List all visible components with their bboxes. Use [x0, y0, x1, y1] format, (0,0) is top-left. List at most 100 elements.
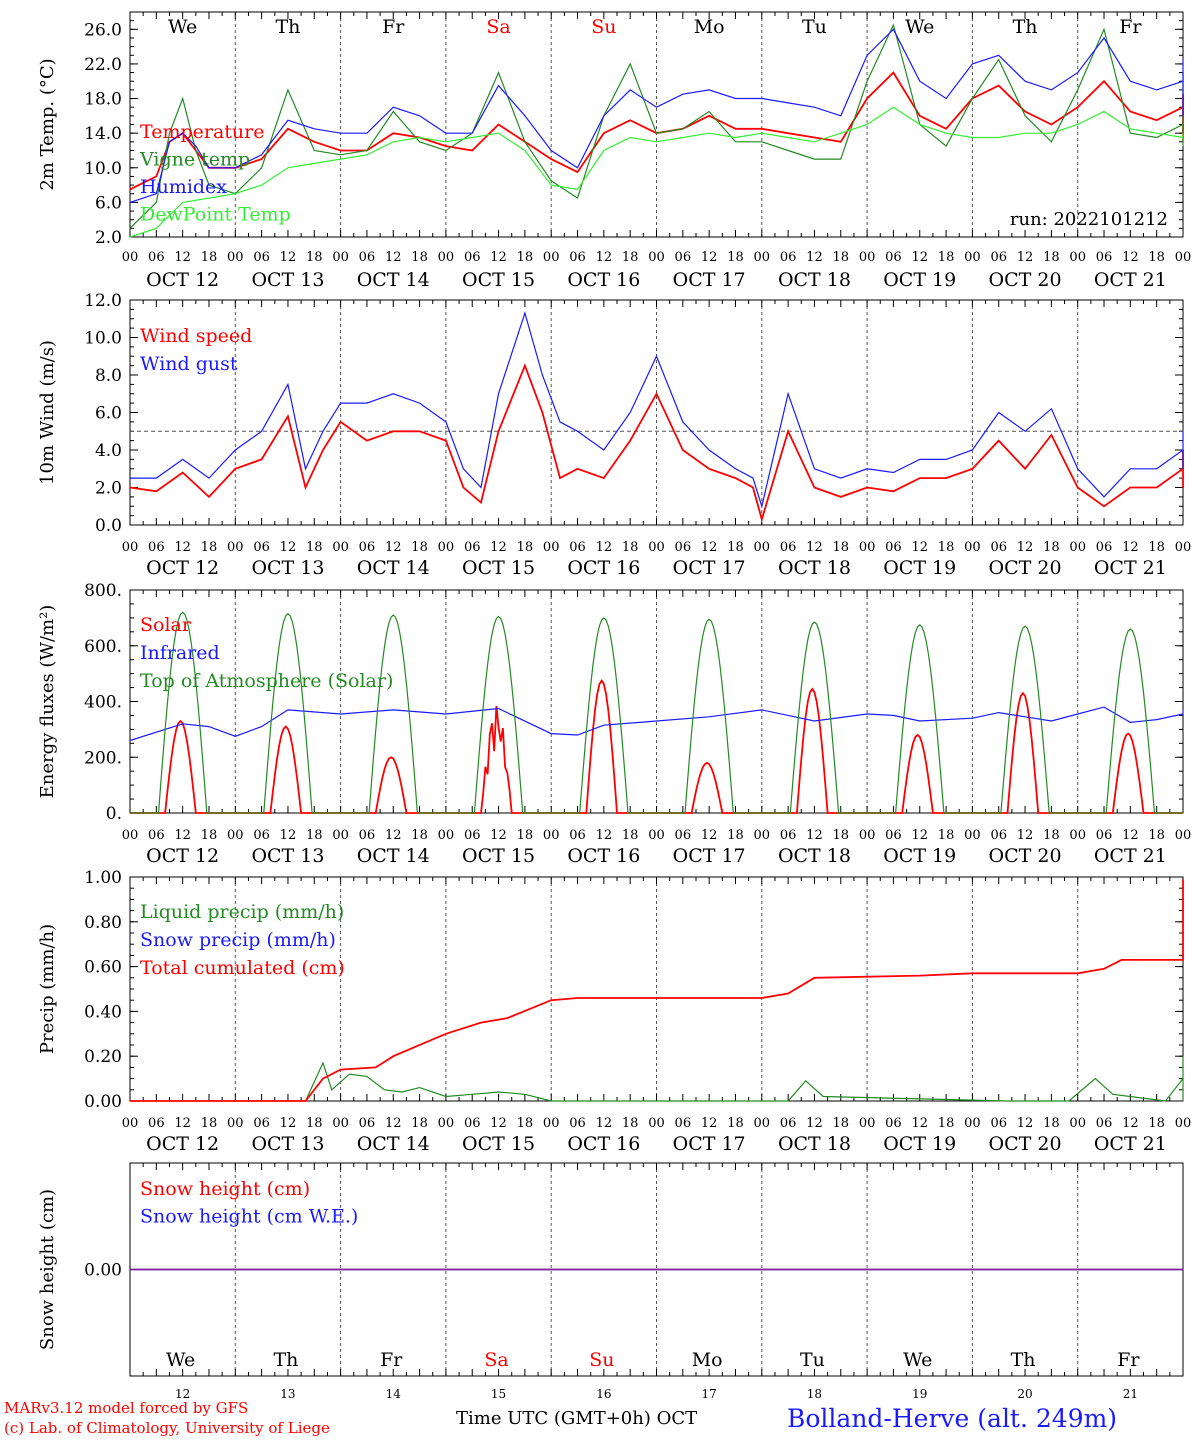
x-hour-label: 18 — [306, 250, 323, 265]
x-hour-label: 12 — [280, 828, 297, 843]
x-hour-label: 06 — [1096, 828, 1113, 843]
x-date-label: OCT 21 — [1094, 557, 1167, 579]
x-date-label: OCT 18 — [778, 845, 851, 867]
series-line-wind-gust — [130, 311, 1184, 509]
x-hour-label: 18 — [938, 250, 955, 265]
x-hour-label: 00 — [648, 250, 665, 265]
x-hour-label: 00 — [543, 250, 560, 265]
legend-entry: Infrared — [140, 642, 220, 664]
x-hour-label: 18 — [1043, 540, 1060, 555]
x-hour-label: 12 — [174, 1116, 191, 1131]
x-hour-label: 00 — [122, 250, 139, 265]
x-hour-label: 00 — [859, 828, 876, 843]
y-tick-label: 0.00 — [84, 1261, 122, 1281]
x-hour-label: 00 — [543, 540, 560, 555]
y-tick-label: 6.0 — [95, 404, 122, 424]
legend-entry: Solar — [140, 614, 192, 636]
x-date-label: OCT 13 — [251, 557, 324, 579]
y-tick-label: 4.0 — [95, 441, 122, 461]
series-line-infrared — [129, 706, 1184, 742]
x-hour-label: 06 — [148, 250, 165, 265]
x-hour-label: 18 — [517, 250, 534, 265]
x-hour-label: 06 — [885, 828, 902, 843]
x-hour-label: 12 — [490, 828, 507, 843]
x-date-label: OCT 12 — [146, 1133, 219, 1155]
x-hour-label: 12 — [596, 540, 613, 555]
x-date-label: OCT 17 — [673, 557, 746, 579]
y-axis-label: Snow height (cm) — [37, 1189, 58, 1350]
x-hour-label: 00 — [227, 540, 244, 555]
x-date-label: OCT 19 — [883, 845, 956, 867]
x-date-label: OCT 12 — [146, 557, 219, 579]
x-hour-label: 12 — [701, 250, 718, 265]
x-hour-label: 00 — [1175, 1116, 1192, 1131]
x-hour-label: 12 — [1122, 540, 1139, 555]
x-hour-label: 06 — [1096, 250, 1113, 265]
x-hour-label: 12 — [280, 1116, 297, 1131]
x-hour-label: 12 — [280, 250, 297, 265]
x-hour-label: 06 — [675, 1116, 692, 1131]
x-hour-label: 18 — [411, 1116, 428, 1131]
y-tick-label: 0.60 — [84, 958, 122, 978]
x-hour-label: 12 — [806, 250, 823, 265]
x-hour-label: 12 — [806, 828, 823, 843]
x-hour-label: 00 — [648, 540, 665, 555]
y-tick-label: 800. — [84, 581, 122, 601]
day-label: Sa — [486, 16, 510, 38]
x-hour-label: 00 — [1069, 250, 1086, 265]
series-line-dewpoint-temp — [129, 106, 1184, 238]
footer-group: MARv3.12 model forced by GFS (c) Lab. of… — [4, 1399, 1117, 1437]
y-tick-label: 0.40 — [84, 1002, 122, 1022]
day-label: Sa — [484, 1349, 508, 1371]
x-hour-label: 00 — [543, 828, 560, 843]
x-date-label: OCT 15 — [462, 557, 535, 579]
x-hour-label: 00 — [964, 1116, 981, 1131]
x-date-label: OCT 16 — [567, 557, 640, 579]
x-hour-label: 06 — [359, 828, 376, 843]
x-hour-label: 06 — [464, 1116, 481, 1131]
day-label: Th — [275, 16, 300, 38]
panel-2: 0.0 2.0 4.0 6.0 8.0 10.0 12.0 10m Wind (m/s) Win… — [37, 291, 1191, 579]
legend-entry: Wind gust — [140, 353, 238, 375]
x-date-label: OCT 20 — [989, 557, 1062, 579]
x-hour-label: 06 — [148, 1116, 165, 1131]
x-hour-label: 12 — [596, 250, 613, 265]
x-hour-label: 06 — [359, 540, 376, 555]
x-hour-label: 00 — [964, 250, 981, 265]
y-tick-label: 2.0 — [95, 479, 122, 499]
x-hour-label: 00 — [122, 828, 139, 843]
day-number: 12 — [175, 1387, 190, 1401]
x-hour-label: 06 — [253, 250, 270, 265]
y-tick-label: 0.00 — [84, 1092, 122, 1112]
x-hour-label: 06 — [464, 540, 481, 555]
day-label: We — [905, 16, 934, 38]
x-hour-label: 00 — [859, 1116, 876, 1131]
x-hour-label: 18 — [727, 540, 744, 555]
x-hour-label: 00 — [859, 250, 876, 265]
y-tick-label: 0.20 — [84, 1047, 122, 1067]
x-hour-label: 18 — [622, 250, 639, 265]
legend-entry: Snow height (cm) — [140, 1178, 310, 1200]
y-tick-label: 14.0 — [84, 124, 122, 144]
x-hour-label: 12 — [490, 250, 507, 265]
series-line-total-cumulated-cm- — [130, 879, 1184, 1102]
x-hour-label: 06 — [359, 250, 376, 265]
x-hour-label: 18 — [1043, 250, 1060, 265]
x-hour-label: 00 — [543, 1116, 560, 1131]
x-date-label: OCT 19 — [883, 1133, 956, 1155]
y-axis-label: 10m Wind (m/s) — [37, 340, 58, 485]
panel-3: 0. 200. 400. 600. 800. Energy fluxes (W/m²) So… — [37, 581, 1191, 867]
x-date-label: OCT 21 — [1094, 1133, 1167, 1155]
x-hour-label: 18 — [517, 540, 534, 555]
x-hour-label: 00 — [1069, 540, 1086, 555]
credit-line-2: (c) Lab. of Climatology, University of L… — [4, 1419, 330, 1437]
x-date-label: OCT 14 — [357, 1133, 430, 1155]
x-hour-label: 06 — [675, 828, 692, 843]
day-number: 17 — [702, 1387, 717, 1401]
x-hour-label: 18 — [938, 828, 955, 843]
day-label: Su — [589, 1349, 614, 1371]
x-hour-label: 06 — [253, 828, 270, 843]
panels-group: 2.0 6.0 10.0 14.0 18.0 22.0 26.0 2m Temp. (°C) T… — [37, 11, 1192, 1401]
day-number: 18 — [807, 1387, 822, 1401]
x-date-label: OCT 15 — [462, 1133, 535, 1155]
